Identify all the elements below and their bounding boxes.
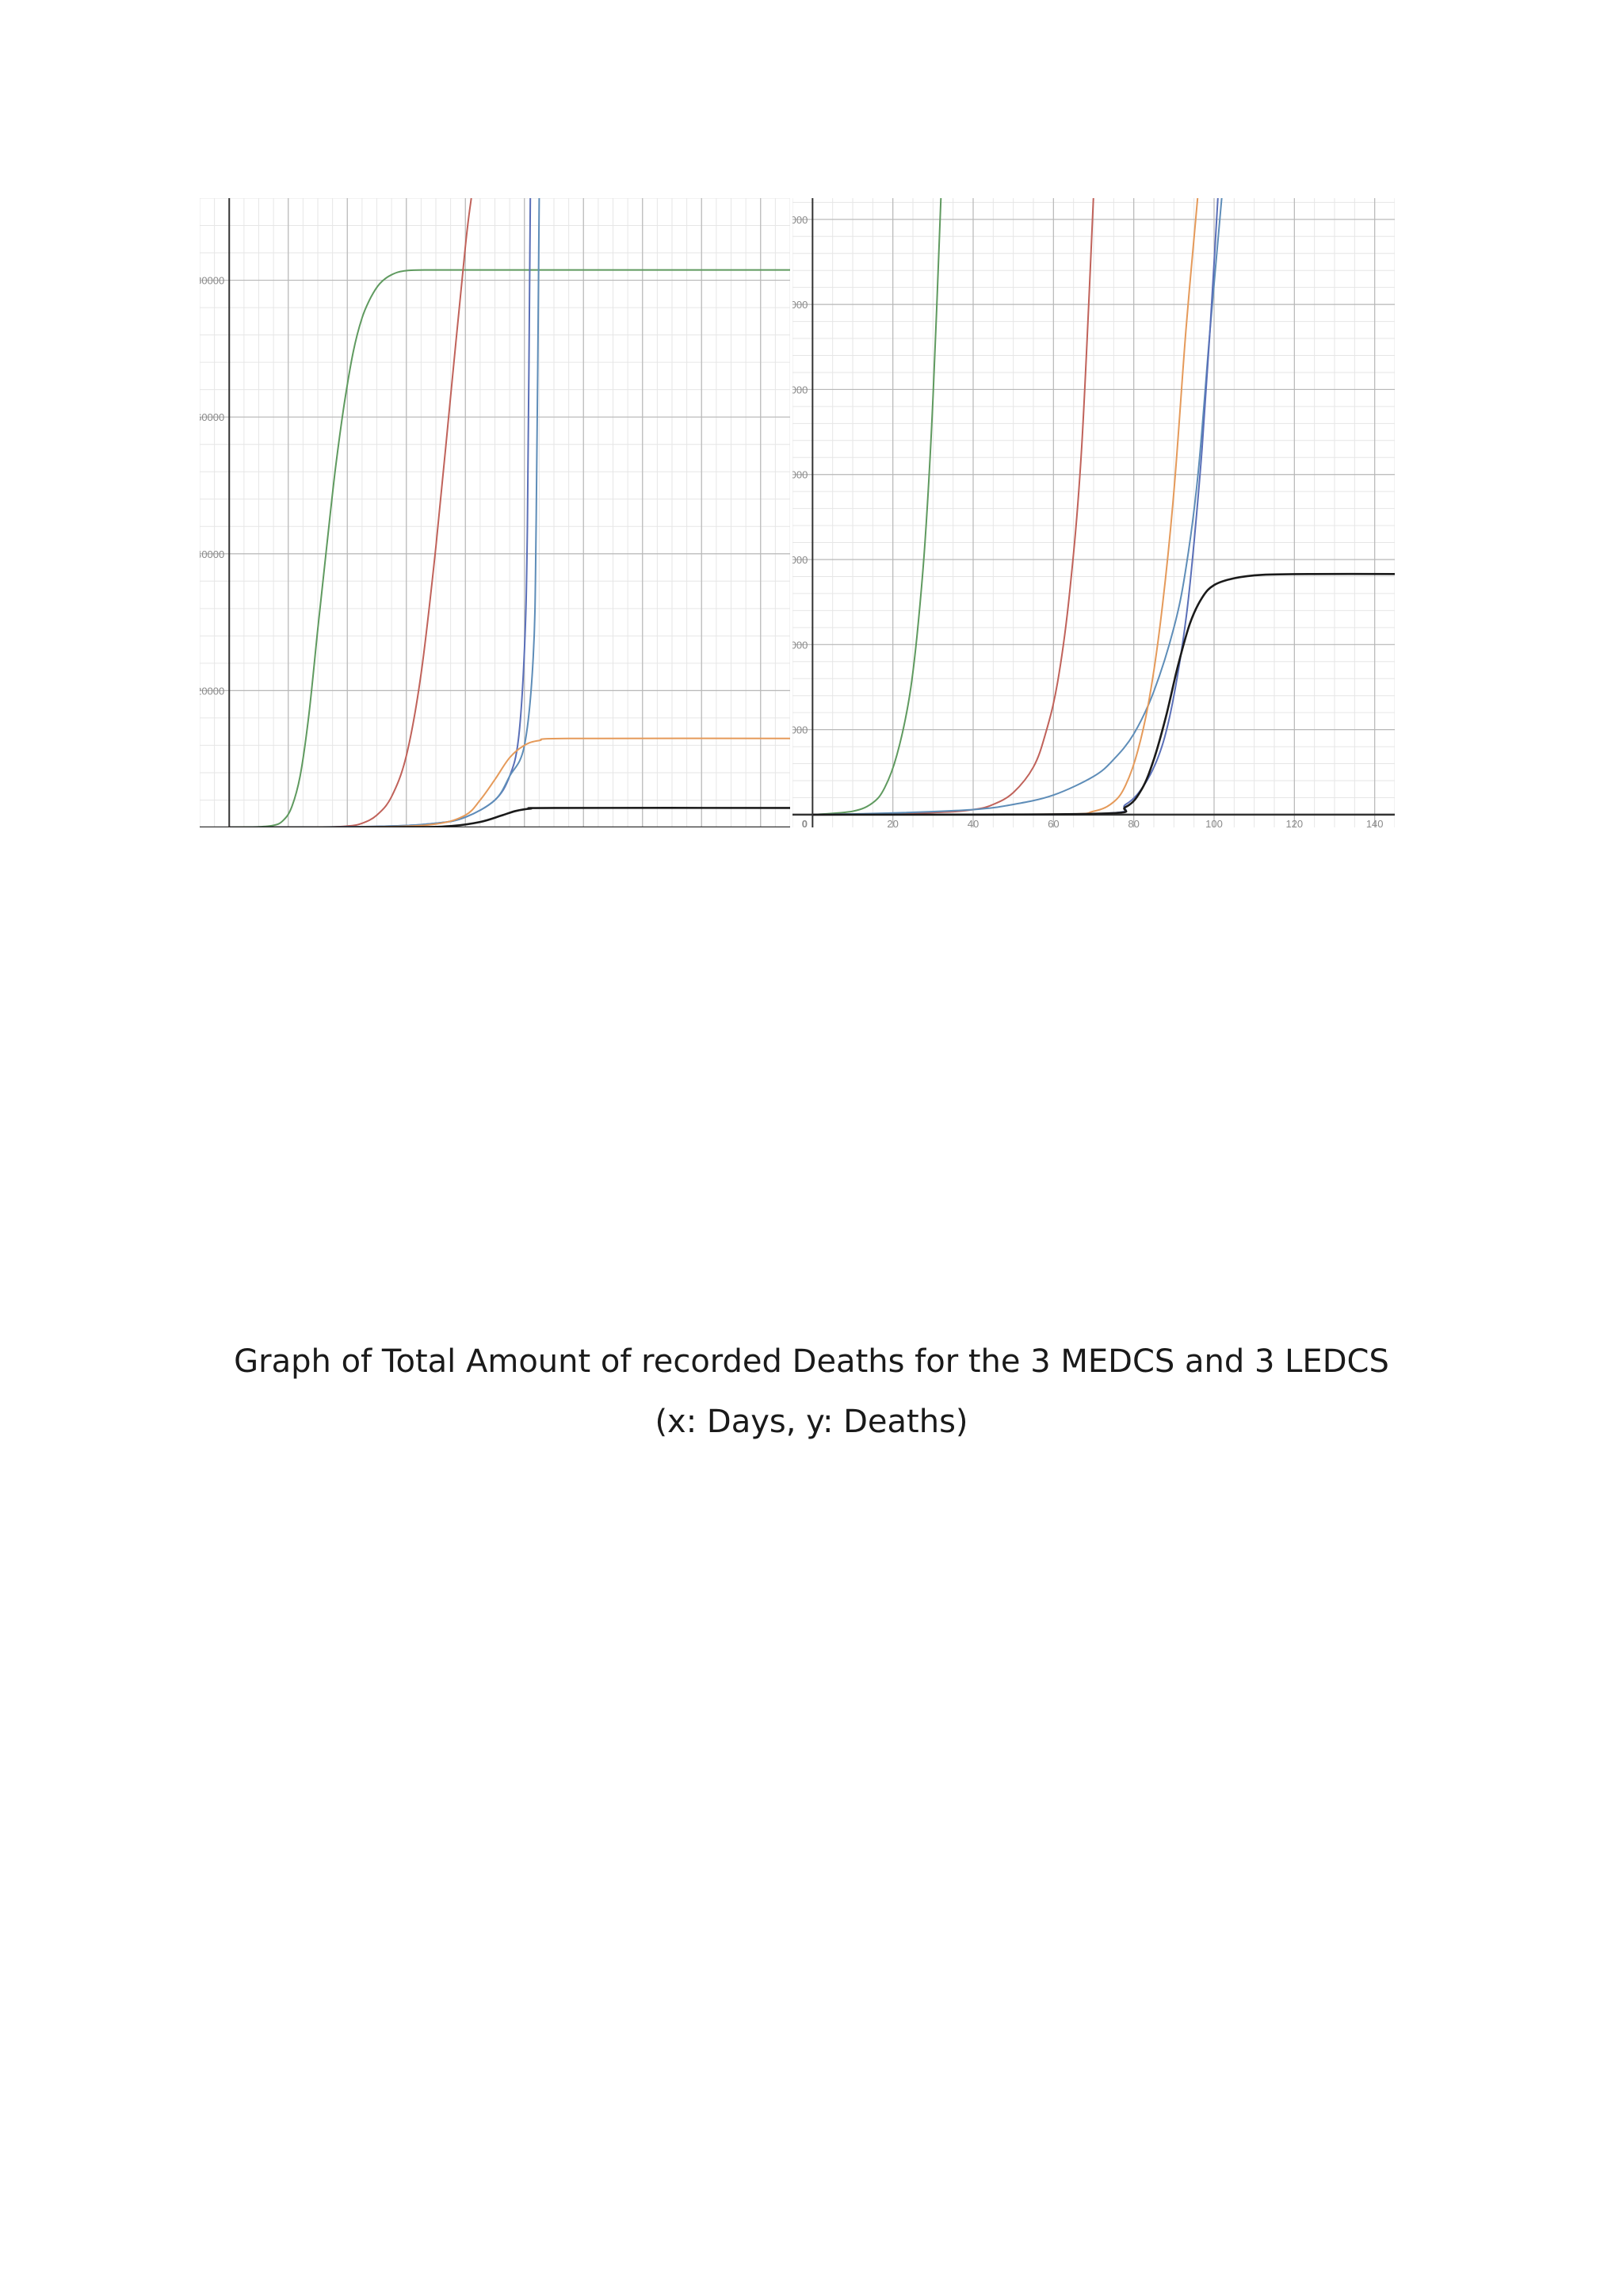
- y-tick-label: 60000: [200, 411, 224, 423]
- series-line-green: [812, 198, 942, 816]
- left-tick-labels: 2040608010012014016018020000400006000080…: [200, 275, 224, 697]
- y-tick-label: 80000: [200, 275, 224, 287]
- x-tick-label: 100: [1205, 818, 1223, 827]
- x-tick-label: 140: [1366, 818, 1384, 827]
- series-line-red: [229, 198, 472, 827]
- x-tick-label: 0: [802, 818, 808, 827]
- series-line-steel: [229, 198, 540, 827]
- left-series-lines: [229, 198, 790, 827]
- y-tick-label: 2000: [792, 639, 808, 651]
- caption-title: Graph of Total Amount of recorded Deaths…: [234, 1343, 1389, 1380]
- right-series-lines: [812, 198, 1395, 816]
- figure-caption: Graph of Total Amount of recorded Deaths…: [0, 1331, 1623, 1452]
- y-tick-label: 1000: [792, 724, 808, 736]
- x-tick-label: 60: [1048, 818, 1059, 827]
- chart-left: 2040608010012014016018020000400006000080…: [200, 198, 790, 827]
- x-tick-label: 20: [887, 818, 898, 827]
- series-line-green: [229, 269, 790, 827]
- series-line-steel: [812, 198, 1223, 816]
- y-tick-label: 20000: [200, 685, 224, 697]
- caption-axes-note: (x: Days, y: Deaths): [655, 1404, 968, 1440]
- series-line-blue: [229, 198, 532, 827]
- x-tick-label: 40: [968, 818, 979, 827]
- right-grid: [792, 198, 1395, 827]
- y-tick-label: 7000: [792, 214, 808, 226]
- y-tick-label: 5000: [792, 384, 808, 395]
- x-tick-label: 120: [1285, 818, 1303, 827]
- series-line-blue: [812, 198, 1219, 816]
- y-tick-label: 6000: [792, 299, 808, 311]
- left-grid: [200, 198, 790, 827]
- x-tick-label: 80: [1128, 818, 1139, 827]
- series-line-black: [812, 572, 1395, 816]
- y-tick-label: 3000: [792, 554, 808, 566]
- series-line-black: [229, 807, 790, 827]
- left-axes: [200, 198, 790, 827]
